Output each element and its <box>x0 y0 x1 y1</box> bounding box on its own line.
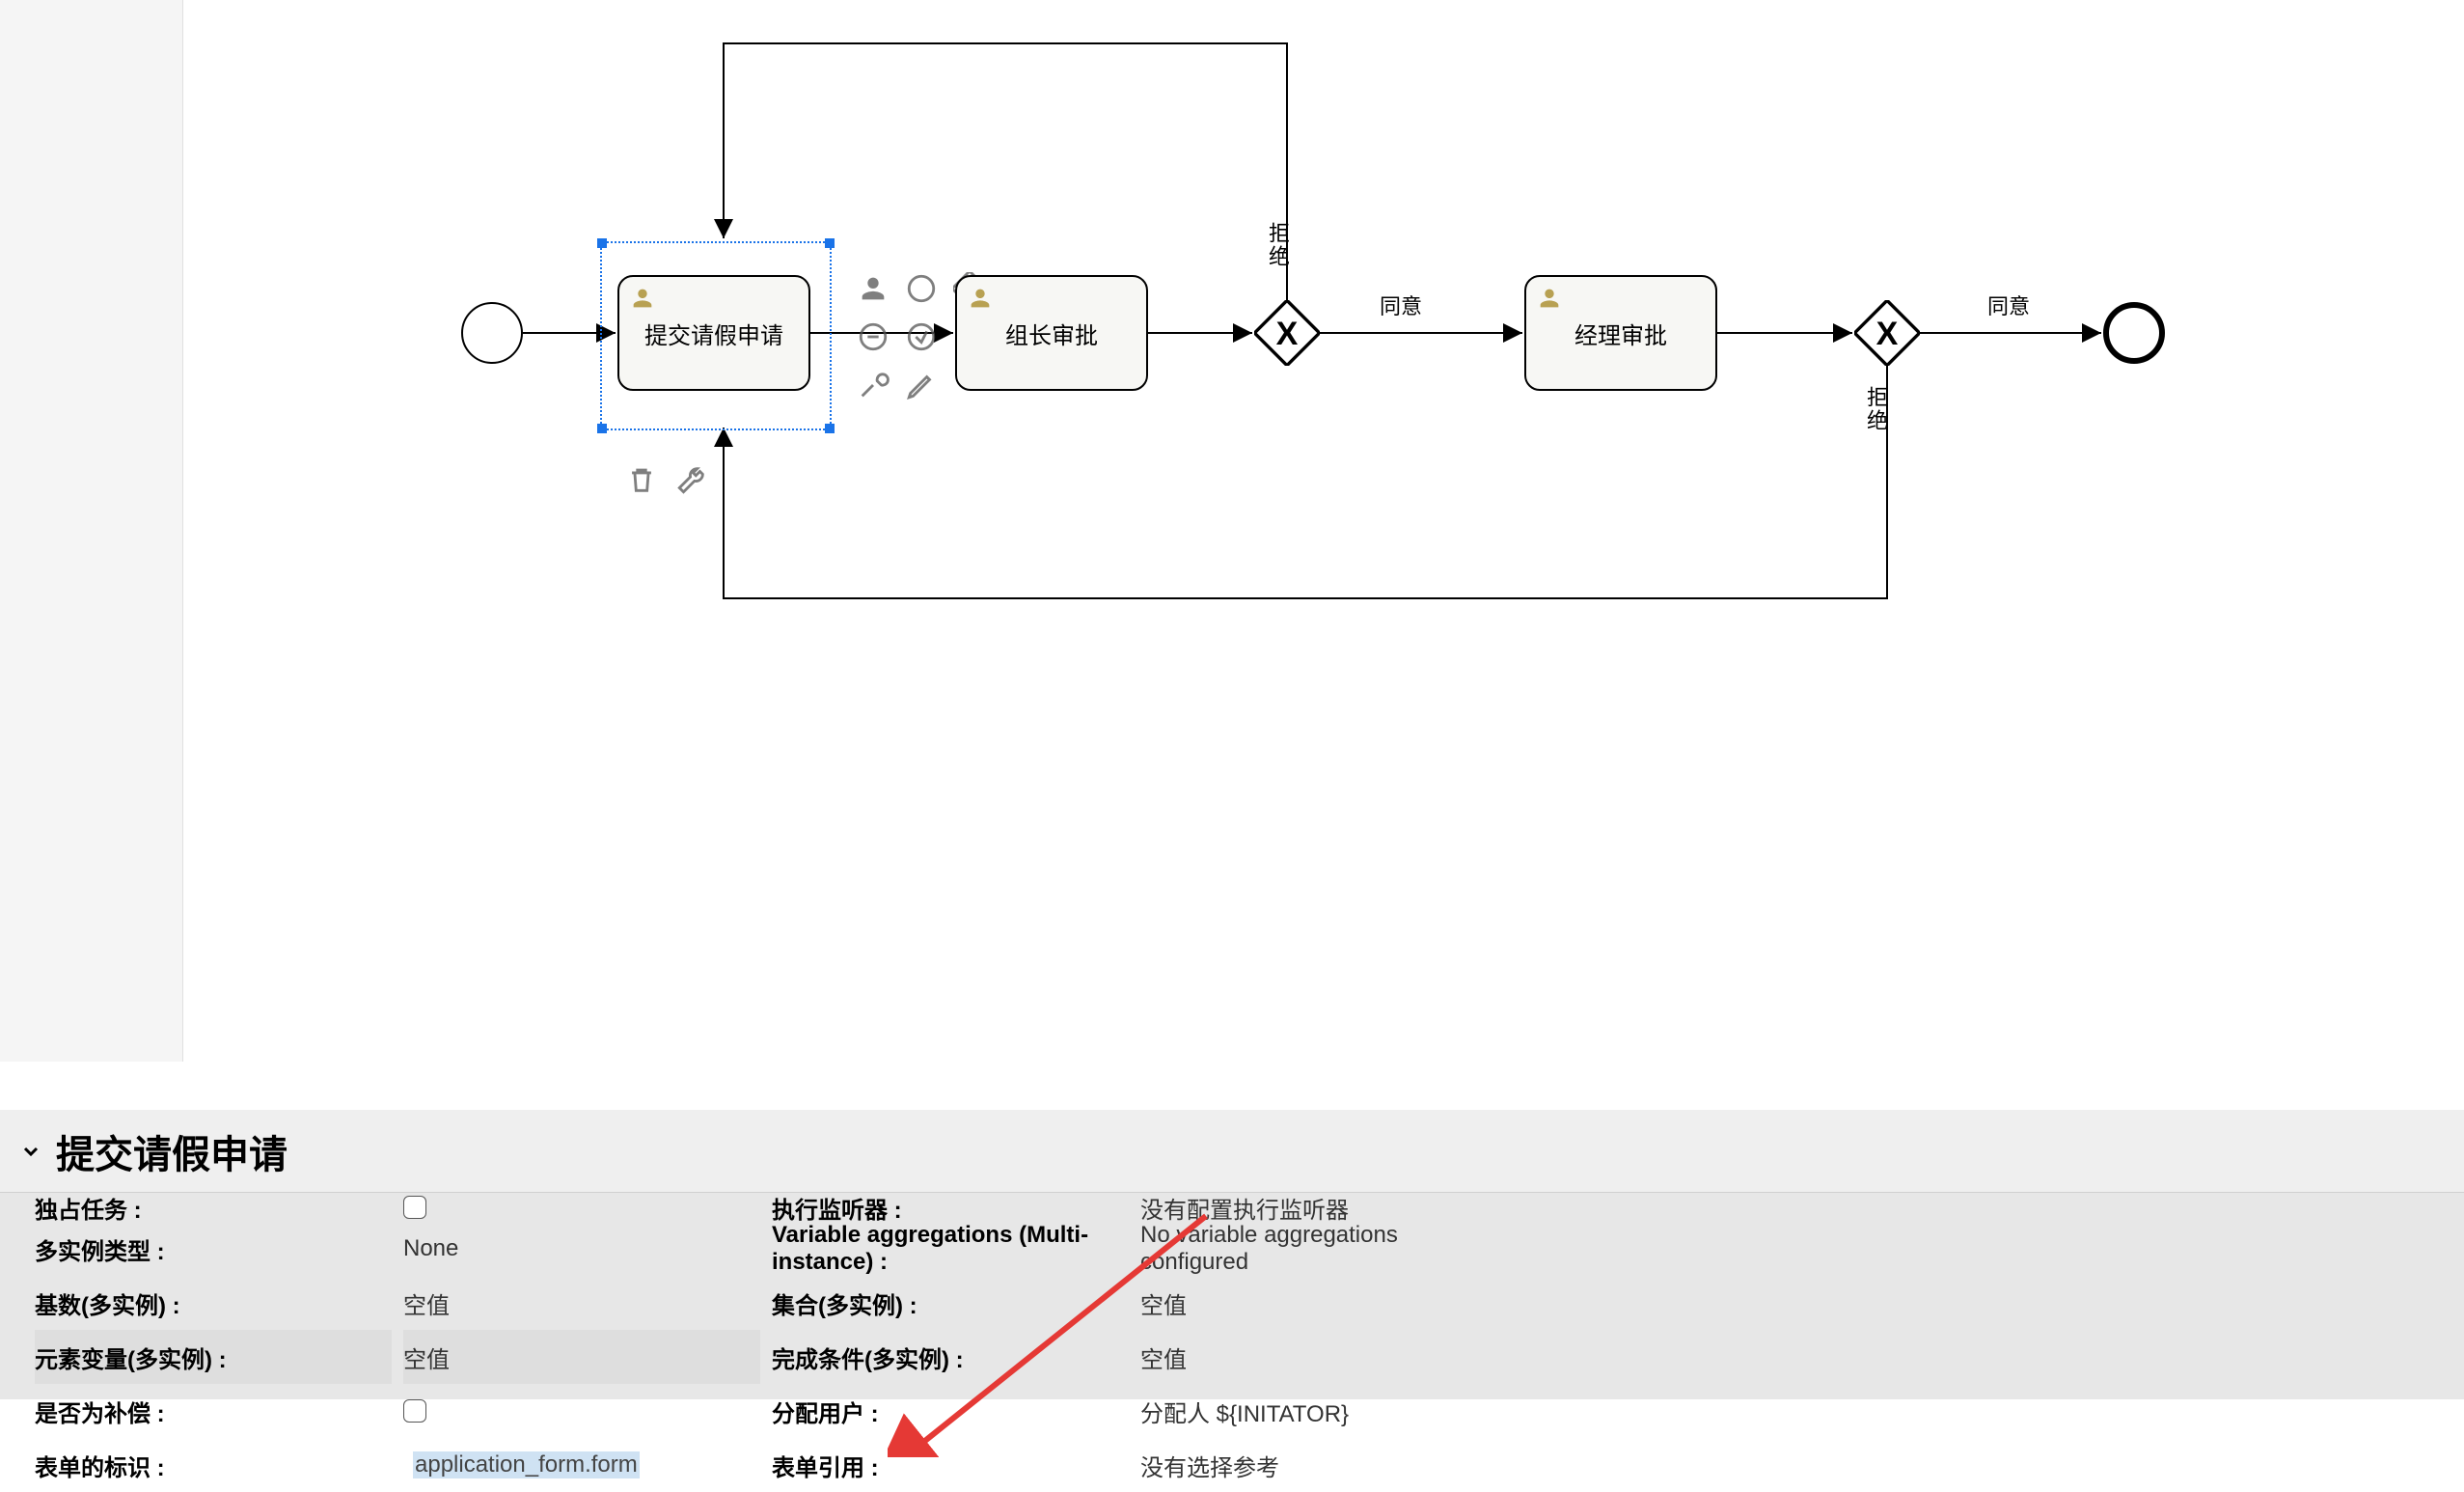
prop-label: 基数(多实例) : <box>35 1276 392 1330</box>
task-label: 组长审批 <box>1005 317 1098 350</box>
prop-value: No variable aggregations configured <box>1140 1222 1507 1276</box>
prop-value: 空值 <box>1140 1276 1507 1330</box>
user-icon[interactable] <box>857 272 890 305</box>
prop-label: 独占任务 : <box>35 1193 392 1222</box>
prop-value[interactable]: 空值 <box>403 1330 760 1384</box>
prop-label: Variable aggregations (Multi-instance) : <box>772 1222 1129 1276</box>
event-icon[interactable] <box>905 272 938 305</box>
user-icon <box>1536 285 1563 312</box>
checkbox[interactable] <box>403 1399 426 1423</box>
prop-label: 元素变量(多实例) : <box>35 1330 392 1384</box>
task-submit-leave[interactable]: 提交请假申请 <box>617 275 810 391</box>
chevron-down-icon <box>19 1140 42 1163</box>
sequence-icon[interactable] <box>905 320 938 353</box>
svg-text:X: X <box>1876 316 1899 352</box>
task-leader-approve[interactable]: 组长审批 <box>955 275 1148 391</box>
prop-label: 集合(多实例) : <box>772 1276 1129 1330</box>
shrink-icon[interactable] <box>857 320 890 353</box>
edge-label: 同意 <box>1987 290 2030 320</box>
start-event[interactable] <box>461 302 523 364</box>
prop-value[interactable]: application_form.form <box>403 1438 760 1492</box>
bpmn-canvas[interactable]: 提交请假申请 组长审批 <box>183 0 2464 1062</box>
flow-edges-layer <box>183 0 2464 1062</box>
task-label: 经理审批 <box>1574 317 1667 350</box>
trash-icon[interactable] <box>625 463 658 496</box>
edge-label: 拒绝 <box>1860 386 1891 432</box>
wrench-tool-icon[interactable] <box>857 369 890 401</box>
gateway-exclusive-1[interactable]: X <box>1254 300 1320 366</box>
prop-value: 分配人 ${INITATOR} <box>1140 1384 1507 1438</box>
properties-panel-header[interactable]: 提交请假申请 <box>0 1110 2464 1193</box>
prop-value: 没有配置执行监听器 <box>1140 1193 1507 1222</box>
panel-title: 提交请假申请 <box>56 1123 287 1179</box>
prop-label: 分配用户 : <box>772 1384 1129 1438</box>
prop-label: 完成条件(多实例) : <box>772 1330 1129 1384</box>
properties-grid: 独占任务 : 执行监听器 : 没有配置执行监听器 多实例类型 : None Va… <box>0 1193 2464 1492</box>
prop-value[interactable]: 空值 <box>403 1276 760 1330</box>
prop-value[interactable] <box>403 1193 760 1222</box>
task-label: 提交请假申请 <box>644 317 783 350</box>
options-icon[interactable] <box>675 463 708 496</box>
checkbox[interactable] <box>403 1196 426 1219</box>
prop-value[interactable]: None <box>403 1222 760 1276</box>
user-icon <box>967 285 994 312</box>
prop-value: 没有选择参考 <box>1140 1438 1507 1492</box>
svg-text:X: X <box>1276 316 1299 352</box>
task-manager-approve[interactable]: 经理审批 <box>1524 275 1717 391</box>
edge-label: 拒绝 <box>1262 222 1293 268</box>
prop-label: 表单引用 : <box>772 1438 1129 1492</box>
prop-value[interactable] <box>403 1384 760 1438</box>
editor-left-sidebar <box>0 0 183 1062</box>
prop-label: 是否为补偿 : <box>35 1384 392 1438</box>
properties-panel: 提交请假申请 独占任务 : 执行监听器 : 没有配置执行监听器 多实例类型 : … <box>0 1110 2464 1399</box>
edge-label: 同意 <box>1380 290 1422 320</box>
user-icon <box>629 285 656 312</box>
prop-value: 空值 <box>1140 1330 1507 1384</box>
form-key-input[interactable]: application_form.form <box>403 1444 741 1486</box>
prop-label: 表单的标识 : <box>35 1438 392 1492</box>
prop-label: 执行监听器 : <box>772 1193 1129 1222</box>
edit-pencil-icon[interactable] <box>905 369 938 401</box>
prop-label: 多实例类型 : <box>35 1222 392 1276</box>
end-event[interactable] <box>2103 302 2165 364</box>
form-key-value: application_form.form <box>413 1451 640 1478</box>
gateway-exclusive-2[interactable]: X <box>1854 300 1920 366</box>
